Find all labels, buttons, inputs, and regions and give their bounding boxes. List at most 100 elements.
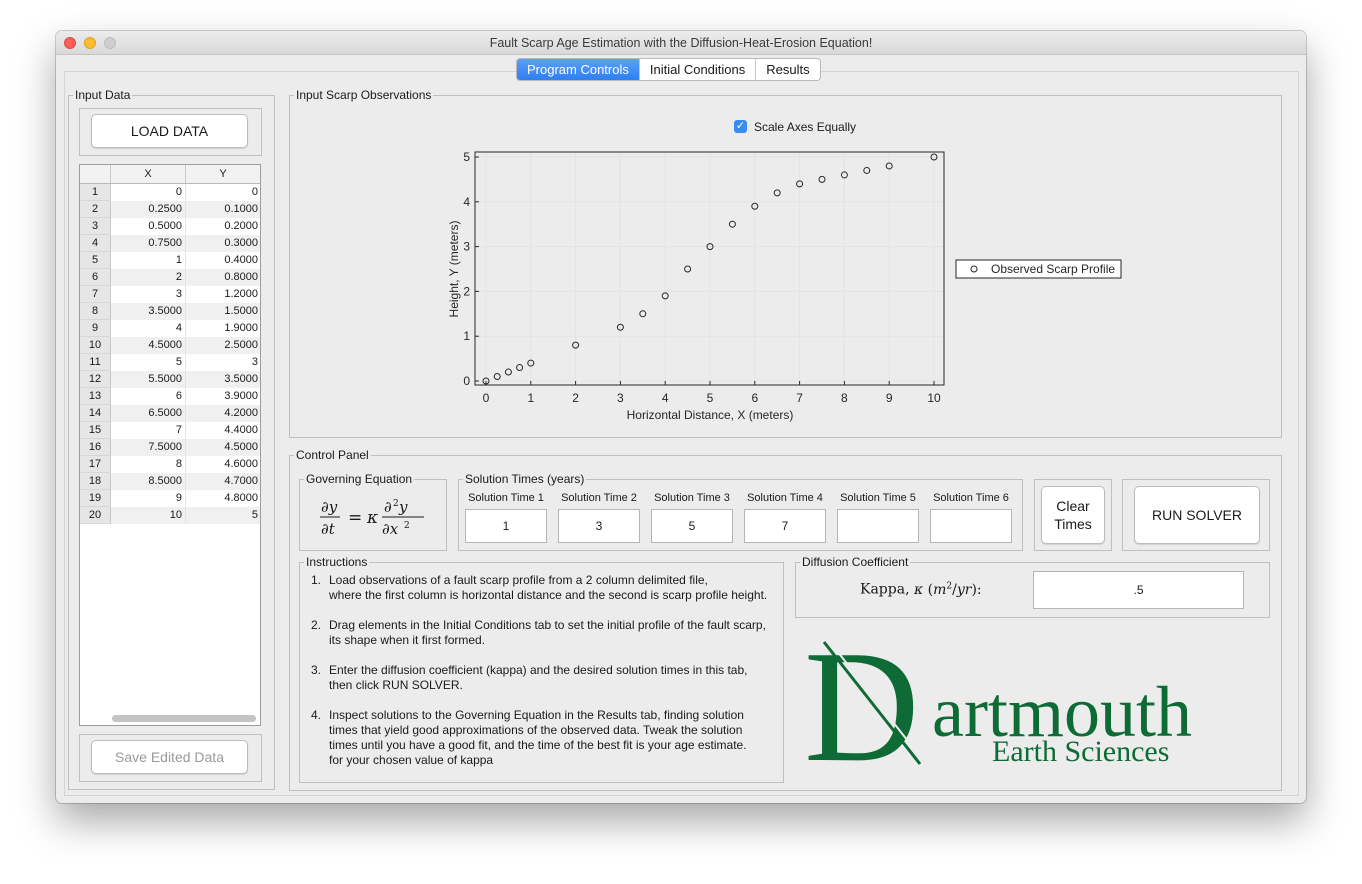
y-value-cell[interactable]: 5 — [186, 507, 260, 524]
y-value-cell[interactable]: 4.2000 — [186, 405, 260, 422]
y-value-cell[interactable]: 0.3000 — [186, 235, 260, 252]
instruction-line: times that yield good approximations of … — [329, 723, 743, 737]
control-panel-legend: Control Panel — [294, 448, 371, 462]
y-value-cell[interactable]: 0.4000 — [224, 254, 258, 266]
table-row: 5 1 0.4000 — [80, 252, 260, 269]
instruction-line: then click RUN SOLVER. — [329, 678, 463, 692]
data-point — [751, 202, 759, 210]
x-value-cell[interactable]: 0.7500 — [111, 235, 186, 252]
y-value-cell[interactable]: 4.6000 — [224, 458, 258, 470]
x-value-cell[interactable]: 0.2500 — [111, 201, 186, 218]
table-row: 8 3.5000 1.5000 — [80, 303, 260, 320]
x-value-cell[interactable]: 2 — [111, 269, 186, 286]
svg-text:y: y — [398, 498, 408, 516]
input-data-table[interactable]: X Y 1 0 0 2 0.2500 0.1000 3 0.5000 0.2000 4 0.7500… — [79, 164, 261, 726]
table-row: 16 7.5000 4.5000 — [80, 439, 260, 456]
minimize-window-button[interactable] — [84, 37, 96, 49]
x-value-cell[interactable]: 9 — [111, 490, 186, 507]
x-value-cell[interactable]: 3 — [111, 286, 186, 303]
x-value-cell[interactable]: 1 — [111, 252, 186, 269]
x-value-cell[interactable]: 5 — [111, 354, 186, 371]
x-value-cell[interactable]: 8 — [111, 456, 186, 473]
svg-text:∂x: ∂x — [382, 520, 399, 538]
instruction-item: 3. Enter the diffusion coefficient (kappa… — [311, 663, 781, 723]
load-data-frame — [79, 108, 262, 156]
horizontal-scrollbar[interactable] — [112, 715, 256, 722]
y-axis-ticks: 0 1 2 3 4 5 — [463, 150, 479, 388]
save-edited-data-button[interactable]: Save Edited Data — [91, 740, 248, 774]
y-value-cell[interactable]: 3.9000 — [224, 390, 258, 402]
tab-panel-program-controls — [64, 71, 1299, 796]
y-value-cell[interactable]: 0.8000 — [186, 269, 260, 286]
y-value-cell[interactable]: 1.2000 — [224, 288, 258, 300]
tab-program-controls[interactable]: Program Controls — [517, 59, 640, 80]
x-value-cell[interactable]: 0 — [111, 184, 186, 201]
input-data-legend: Input Data — [73, 88, 133, 102]
column-header-x[interactable]: X — [111, 165, 186, 184]
x-value-cell[interactable]: 0.5000 — [111, 218, 186, 235]
x-value-cell[interactable]: 10 — [111, 507, 186, 524]
x-value-cell[interactable]: 4.5000 — [111, 337, 186, 354]
table-row: 20 10 5 — [80, 507, 260, 524]
y-value-cell[interactable]: 4.5000 — [186, 439, 260, 456]
kappa-input[interactable]: .5 — [1033, 571, 1244, 609]
solution-time-input-5[interactable] — [837, 509, 919, 543]
y-value-cell[interactable]: 4.7000 — [186, 473, 260, 490]
x-value-cell[interactable]: 5.5000 — [111, 371, 186, 388]
run-solver-button[interactable]: RUN SOLVER — [1134, 486, 1260, 544]
y-value-cell[interactable]: 0.1000 — [186, 201, 260, 218]
window-title: Fault Scarp Age Estimation with the Diff… — [489, 36, 873, 50]
solution-time-input-1[interactable]: 1 — [465, 509, 547, 543]
data-point — [616, 323, 624, 331]
data-point — [661, 292, 669, 300]
row-number-cell: 9 — [80, 320, 111, 337]
x-value-cell[interactable]: 7.5000 — [111, 439, 186, 456]
scale-axes-checkbox[interactable]: ✓ — [734, 120, 747, 133]
solution-time-input-6[interactable] — [930, 509, 1012, 543]
load-data-button[interactable]: LOAD DATA — [91, 114, 248, 148]
x-value-cell[interactable]: 4 — [111, 320, 186, 337]
x-value-cell[interactable]: 6 — [111, 388, 186, 405]
tab-initial-conditions[interactable]: Initial Conditions — [640, 59, 757, 80]
governing-equation-legend: Governing Equation — [304, 472, 415, 486]
x-value-cell[interactable]: 7 — [111, 422, 186, 439]
table-row: 13 6 3.9000 — [80, 388, 260, 405]
data-point — [482, 377, 490, 385]
column-header-y[interactable]: Y — [186, 165, 260, 184]
y-value-cell[interactable]: 4.4000 — [224, 424, 258, 436]
y-value-cell[interactable]: 2.5000 — [186, 337, 260, 354]
row-number-cell: 20 — [80, 507, 111, 524]
input-data-panel: Input Data — [68, 88, 275, 790]
diffusion-coefficient-panel: Diffusion Coefficient — [795, 555, 1270, 618]
x-value-cell[interactable]: 8.5000 — [111, 473, 186, 490]
table-row: 18 8.5000 4.7000 — [80, 473, 260, 490]
solution-time-input-4[interactable]: 7 — [744, 509, 826, 543]
y-value-cell[interactable]: 3 — [251, 356, 258, 368]
row-number-cell: 8 — [80, 303, 111, 320]
y-tick-label: 1 — [463, 329, 470, 343]
solution-time-input-3[interactable]: 5 — [651, 509, 733, 543]
kappa-symbol: κ (m2/yr): — [913, 581, 982, 598]
clear-times-button[interactable]: Clear Times — [1041, 486, 1105, 544]
tab-results[interactable]: Results — [766, 62, 810, 77]
row-number-cell: 14 — [80, 405, 111, 422]
y-value-cell[interactable]: 0.2000 — [224, 220, 258, 232]
row-number-cell: 11 — [80, 354, 111, 371]
solution-time-input-2[interactable]: 3 — [558, 509, 640, 543]
logo-subtitle: Earth Sciences — [992, 735, 1169, 768]
y-value-cell[interactable]: 1.5000 — [186, 303, 260, 320]
instruction-line: Drag elements in the Initial Conditions … — [329, 618, 766, 632]
svg-text:=: = — [348, 508, 362, 528]
x-value-cell[interactable]: 3.5000 — [111, 303, 186, 320]
zoom-window-button[interactable] — [104, 37, 116, 49]
y-value-cell[interactable]: 4.8000 — [224, 492, 258, 504]
x-value-cell[interactable]: 6.5000 — [111, 405, 186, 422]
x-axis-label: Horizontal Distance, X (meters) — [627, 408, 794, 422]
close-window-button[interactable] — [64, 37, 76, 49]
y-value-cell[interactable]: 0 — [251, 186, 258, 198]
y-value-cell[interactable]: 1.9000 — [224, 322, 258, 334]
clear-times-line2: Times — [1054, 516, 1092, 532]
solution-time-label: Solution Time 3 — [654, 492, 730, 504]
y-value-cell[interactable]: 3.5000 — [186, 371, 260, 388]
table-row: 3 0.5000 0.2000 — [80, 218, 260, 235]
